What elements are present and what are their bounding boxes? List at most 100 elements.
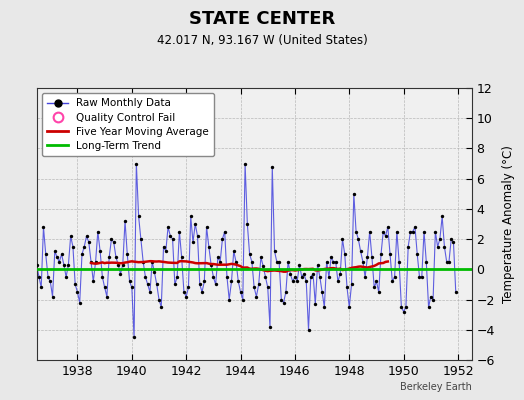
Point bbox=[48, 293, 57, 300]
Point bbox=[218, 236, 226, 242]
Point bbox=[71, 281, 80, 288]
Point bbox=[89, 278, 97, 285]
Point bbox=[363, 254, 372, 260]
Y-axis label: Temperature Anomaly (°C): Temperature Anomaly (°C) bbox=[502, 145, 515, 303]
Point bbox=[125, 278, 134, 285]
Point bbox=[221, 228, 229, 235]
Point bbox=[78, 251, 86, 258]
Point bbox=[379, 228, 387, 235]
Point bbox=[347, 281, 356, 288]
Point bbox=[175, 228, 183, 235]
Point bbox=[438, 213, 446, 220]
Point bbox=[209, 274, 217, 280]
Point bbox=[132, 160, 140, 167]
Point bbox=[341, 251, 349, 258]
Point bbox=[418, 274, 426, 280]
Point bbox=[152, 281, 161, 288]
Point bbox=[64, 262, 73, 268]
Point bbox=[320, 304, 329, 310]
Point bbox=[118, 262, 127, 268]
Point bbox=[28, 254, 36, 260]
Point bbox=[198, 289, 206, 295]
Point bbox=[381, 233, 390, 239]
Point bbox=[103, 293, 111, 300]
Point bbox=[245, 251, 254, 258]
Point bbox=[386, 251, 394, 258]
Point bbox=[384, 224, 392, 230]
Point bbox=[234, 278, 243, 285]
Point bbox=[94, 228, 102, 235]
Point bbox=[300, 271, 308, 277]
Point bbox=[32, 262, 41, 268]
Point bbox=[427, 293, 435, 300]
Point bbox=[53, 254, 61, 260]
Point bbox=[73, 289, 82, 295]
Point bbox=[148, 258, 156, 265]
Point bbox=[96, 248, 104, 254]
Point bbox=[334, 278, 342, 285]
Legend: Raw Monthly Data, Quality Control Fail, Five Year Moving Average, Long-Term Tren: Raw Monthly Data, Quality Control Fail, … bbox=[42, 93, 214, 156]
Point bbox=[223, 274, 231, 280]
Point bbox=[116, 271, 125, 277]
Point bbox=[171, 281, 179, 288]
Point bbox=[250, 284, 258, 291]
Point bbox=[107, 236, 116, 242]
Point bbox=[361, 274, 369, 280]
Point bbox=[282, 289, 290, 295]
Point bbox=[205, 244, 213, 250]
Point bbox=[164, 224, 172, 230]
Text: 42.017 N, 93.167 W (United States): 42.017 N, 93.167 W (United States) bbox=[157, 34, 367, 47]
Point bbox=[211, 281, 220, 288]
Point bbox=[275, 258, 283, 265]
Point bbox=[413, 251, 421, 258]
Point bbox=[182, 293, 190, 300]
Point bbox=[24, 258, 32, 265]
Point bbox=[392, 228, 401, 235]
Point bbox=[41, 251, 50, 258]
Point bbox=[259, 263, 267, 270]
Point bbox=[424, 304, 433, 310]
Point bbox=[101, 284, 109, 291]
Point bbox=[144, 281, 152, 288]
Point bbox=[227, 278, 236, 285]
Point bbox=[266, 324, 274, 330]
Point bbox=[409, 228, 417, 235]
Point bbox=[431, 228, 440, 235]
Point bbox=[298, 274, 306, 280]
Point bbox=[416, 274, 424, 280]
Point bbox=[422, 258, 431, 265]
Point bbox=[284, 258, 292, 265]
Point bbox=[37, 284, 46, 291]
Point bbox=[232, 258, 240, 265]
Point bbox=[168, 236, 177, 242]
Point bbox=[435, 236, 444, 242]
Point bbox=[332, 258, 340, 265]
Point bbox=[377, 251, 385, 258]
Point bbox=[26, 278, 34, 285]
Point bbox=[30, 190, 39, 197]
Point bbox=[313, 262, 322, 268]
Point bbox=[187, 213, 195, 220]
Point bbox=[189, 239, 197, 245]
Point bbox=[207, 262, 215, 268]
Point bbox=[318, 289, 326, 295]
Point bbox=[60, 262, 68, 268]
Point bbox=[46, 278, 54, 285]
Point bbox=[325, 274, 333, 280]
Point bbox=[230, 248, 238, 254]
Point bbox=[261, 274, 270, 280]
Point bbox=[452, 289, 460, 295]
Point bbox=[248, 258, 256, 265]
Point bbox=[372, 278, 380, 285]
Point bbox=[137, 236, 145, 242]
Point bbox=[345, 304, 354, 310]
Point bbox=[62, 274, 70, 280]
Point bbox=[279, 299, 288, 306]
Point bbox=[264, 284, 272, 291]
Point bbox=[98, 274, 106, 280]
Point bbox=[155, 296, 163, 303]
Point bbox=[195, 281, 204, 288]
Point bbox=[302, 278, 310, 285]
Point bbox=[200, 278, 209, 285]
Point bbox=[304, 326, 313, 333]
